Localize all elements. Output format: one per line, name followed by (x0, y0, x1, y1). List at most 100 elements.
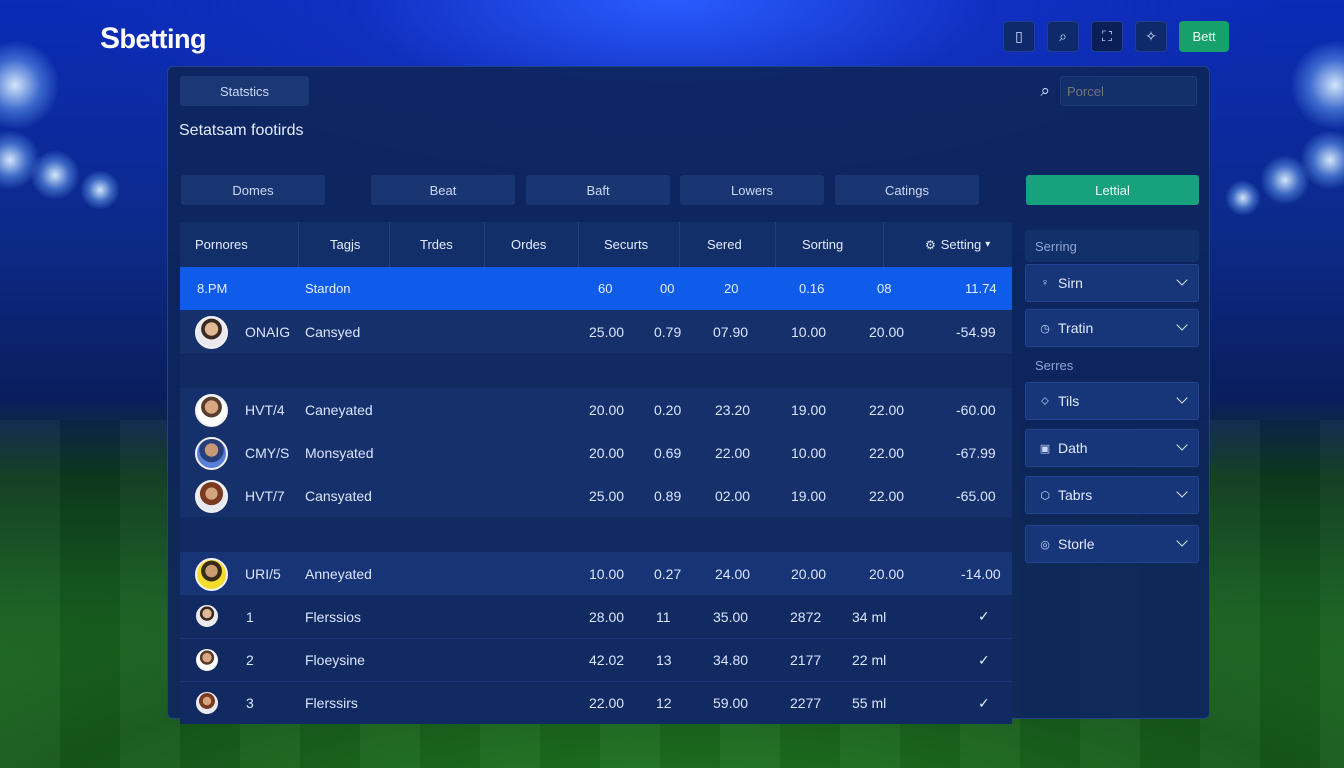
value-cell: 20 (724, 281, 739, 296)
sidebar-item-label: Dath (1058, 440, 1088, 456)
table-row[interactable]: HVT/4 Caneyated 20.00 0.20 23.20 19.00 2… (180, 388, 1012, 431)
divider (679, 222, 680, 267)
value-cell: 11.74 (965, 281, 997, 296)
sidebar-item-label: Storle (1058, 536, 1095, 552)
value-cell: 13 (656, 652, 672, 668)
search-input[interactable] (1060, 76, 1197, 106)
floodlight (1225, 180, 1261, 216)
value-cell: 60 (598, 281, 613, 296)
chevron-down-icon (1176, 392, 1188, 404)
player-avatar (195, 480, 228, 513)
value-cell: 22.00 (869, 487, 905, 504)
value-cell: 02.00 (715, 487, 751, 504)
table-row[interactable]: URI/5 Anneyated 10.00 0.27 24.00 20.00 2… (180, 552, 1012, 595)
clock-icon: ◷ (1040, 322, 1050, 335)
sidebar-item-tabrs[interactable]: ⬡ Tabrs (1025, 476, 1199, 514)
value-cell: 28.00 (589, 608, 625, 625)
filter-beat[interactable]: Beat (371, 175, 515, 205)
value-cell: 12 (656, 695, 672, 711)
sidebar-item-tils[interactable]: ⬦ Tils (1025, 382, 1199, 420)
column-header[interactable]: Sorting (802, 237, 844, 252)
chevron-down-icon (1176, 535, 1188, 547)
sidebar-item-storle[interactable]: ◎ Storle (1025, 525, 1199, 563)
value-cell: 20.00 (791, 565, 827, 582)
value-cell: 11 (656, 608, 671, 625)
brand-logo[interactable]: Sbetting (100, 22, 207, 56)
floodlight (80, 170, 120, 210)
value-cell: 25.00 (589, 487, 625, 504)
column-header[interactable]: Pornores (195, 237, 248, 252)
divider (883, 222, 884, 267)
settings-sidebar: Serring ♀ Sirn ◷ Tratin Serres ⬦ Tils ▣ … (1025, 230, 1199, 563)
rank-cell: 2 (246, 652, 254, 668)
name-cell: Flerssios (305, 608, 362, 625)
value-cell: 0.69 (654, 444, 682, 461)
floodlight (1290, 40, 1344, 130)
value-cell: 25.00 (589, 323, 625, 340)
code-cell: URI/5 (245, 565, 281, 582)
filter-catings[interactable]: Catings (835, 175, 979, 205)
value-cell: 00 (660, 281, 675, 296)
value-cell: 22.00 (869, 444, 905, 461)
row-spacer (180, 517, 1012, 552)
table-row[interactable]: CMY/S Monsyated 20.00 0.69 22.00 10.00 2… (180, 431, 1012, 474)
column-header[interactable]: Trdes (420, 237, 453, 252)
player-avatar (196, 692, 218, 714)
phone-icon[interactable]: ▯ (1003, 21, 1035, 52)
floodlight (30, 150, 80, 200)
value-cell: 10.00 (791, 323, 827, 340)
shield-icon: ⬡ (1040, 489, 1050, 502)
table-row-highlighted[interactable]: 8.PM Stardon 60 00 20 0.16 08 11.74 (180, 267, 1012, 310)
column-header[interactable]: Sered (707, 237, 742, 252)
floodlight (0, 40, 60, 130)
check-icon[interactable]: ✓ (978, 651, 990, 668)
table-row[interactable]: HVT/7 Cansyated 25.00 0.89 02.00 19.00 2… (180, 474, 1012, 517)
bet-button[interactable]: Bett (1179, 21, 1229, 52)
value-cell: -60.00 (956, 401, 996, 418)
sidebar-item-tratin[interactable]: ◷ Tratin (1025, 309, 1199, 347)
venue-cell: Stardon (305, 281, 351, 296)
value-cell: 22.00 (715, 444, 751, 461)
value-cell: 10.00 (589, 565, 625, 582)
gamepad-icon[interactable]: ⛶ (1091, 21, 1123, 52)
code-cell: HVT/7 (245, 487, 285, 504)
search-icon[interactable]: ⌕ (1047, 21, 1079, 52)
value-cell: 22.00 (589, 695, 625, 711)
sidebar-item-label: Sirn (1058, 275, 1083, 291)
sidebar-item-dath[interactable]: ▣ Dath (1025, 429, 1199, 467)
ranked-row[interactable]: 2 Floeysine 42.02 13 34.80 2177 22 ml ✓ (180, 638, 1012, 681)
sidebar-item-sirn[interactable]: ♀ Sirn (1025, 264, 1199, 302)
tab-statistics[interactable]: Statstics (180, 76, 309, 106)
filter-lettial-active[interactable]: Lettial (1026, 175, 1199, 205)
chevron-down-icon (1176, 439, 1188, 451)
column-header-label: Setting (940, 237, 982, 252)
table-row[interactable]: ONAIG Cansyed 25.00 0.79 07.90 10.00 20.… (180, 310, 1012, 353)
chevron-down-icon: ▾ (985, 239, 991, 250)
column-header[interactable]: Securts (604, 237, 649, 252)
ranked-row[interactable]: 1 Flerssios 28.00 11 35.00 2872 34 ml ✓ (180, 595, 1012, 638)
divider (389, 222, 390, 267)
ranked-row[interactable]: 3 Flerssirs 22.00 12 59.00 2277 55 ml ✓ (180, 681, 1012, 724)
sidebar-item-label: Tils (1058, 393, 1080, 409)
player-avatar (195, 316, 228, 349)
check-icon[interactable]: ✓ (978, 608, 990, 624)
check-icon[interactable]: ✓ (978, 694, 990, 711)
column-header[interactable]: Tagjs (330, 237, 361, 252)
value-cell: 0.79 (654, 323, 682, 340)
filter-lowers[interactable]: Lowers (680, 175, 824, 205)
sidebar-item-label: Tratin (1058, 320, 1094, 336)
sparkle-icon[interactable]: ✧ (1135, 21, 1167, 52)
player-avatar (195, 394, 228, 427)
value-cell: -14.00 (961, 565, 1001, 582)
page-title: Setatsam footirds (179, 122, 304, 139)
column-header[interactable]: Ordes (511, 237, 547, 252)
value-cell: 08 (877, 281, 892, 296)
calendar-icon: ▣ (1039, 442, 1051, 455)
filter-domes[interactable]: Domes (181, 175, 325, 205)
column-header-setting[interactable]: ⚙ Setting ▾ (925, 222, 990, 267)
value-cell: -54.99 (956, 323, 996, 340)
search-icon[interactable]: ⌕ (1040, 81, 1050, 100)
filter-baft[interactable]: Baft (526, 175, 670, 205)
value-cell: 42.02 (589, 652, 625, 668)
status-cell: Caneyated (305, 401, 373, 418)
